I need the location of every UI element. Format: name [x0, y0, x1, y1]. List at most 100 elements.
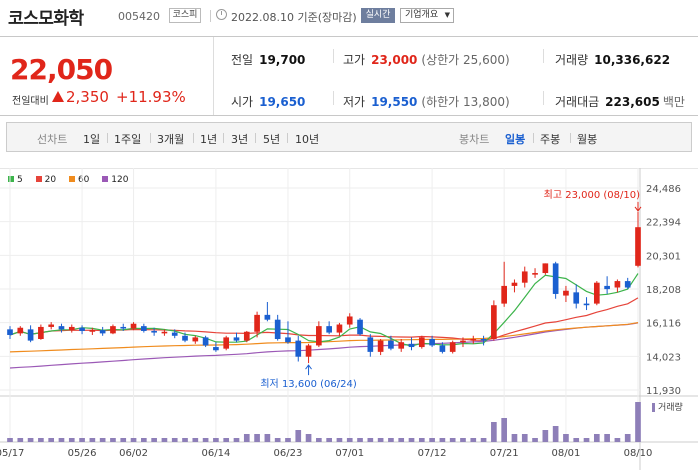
x-tick-label: 07/12 [418, 448, 447, 459]
x-tick-label: 05/17 [0, 448, 24, 459]
legend-ma20: 20 [35, 175, 56, 185]
candle-body [326, 326, 332, 333]
market-badge: 코스피 [169, 8, 201, 23]
stock-header: 코스모화학 005420 코스피 2022.08.10 기준(장마감) 실시간 … [0, 0, 698, 32]
legend-ma120: 120 [102, 175, 128, 185]
period-10y[interactable]: 10년 [295, 133, 320, 146]
volume-bar [99, 438, 106, 442]
y-tick-label: 20,301 [646, 251, 681, 262]
x-tick-label: 07/01 [335, 448, 364, 459]
candle-body [295, 340, 302, 357]
candle-body [418, 337, 425, 348]
volume-bar [624, 434, 631, 442]
volume-bar [377, 438, 384, 442]
x-tick-label: 07/21 [490, 448, 519, 459]
volume-label: 거래량 [658, 401, 683, 413]
candle-chart-label[interactable]: 봉차트 [459, 133, 490, 146]
candle-body [151, 330, 157, 333]
candle-body [336, 324, 343, 333]
change-percent: +11.93% [116, 88, 186, 106]
candle-body [604, 285, 610, 290]
candle-body [120, 326, 127, 329]
volume-bar [614, 438, 621, 442]
candle-body [532, 273, 538, 275]
volume-bar [7, 438, 13, 442]
candle-body [614, 281, 621, 288]
volume-bar [285, 438, 291, 442]
ma120-line [9, 322, 639, 369]
volume-bar [79, 438, 85, 442]
legend-ma60: 60 [68, 175, 89, 185]
volume-bar [346, 438, 353, 442]
volume-bar [449, 438, 456, 442]
min-annotation: 최저 13,600 (06/24) [260, 378, 356, 390]
candle-daily[interactable]: 일봉 [505, 133, 526, 146]
candle-body [17, 327, 24, 334]
realtime-button[interactable]: 실시간 [361, 8, 395, 23]
chart-toolbar: 선차트 1일 1주일 3개월 1년 3년 5년 10년 봉차트 일봉 주봉 월봉 [6, 122, 692, 152]
candlestick-chart[interactable]: 24,486 22,394 20,301 18,208 16,116 14,023 11,9… [0, 168, 698, 470]
period-5y[interactable]: 5년 [263, 133, 281, 146]
volume-bar [17, 438, 24, 442]
volume-bar [27, 438, 34, 442]
period-3m[interactable]: 3개월 [157, 133, 185, 146]
candle-body [480, 339, 487, 341]
volume-bar [388, 438, 394, 442]
y-tick-label: 11,930 [646, 386, 681, 397]
x-tick-label: 06/02 [119, 448, 148, 459]
ma-legend: 5 20 60 120 [8, 175, 138, 185]
candle-body [254, 314, 260, 332]
candle-body [491, 305, 497, 340]
y-tick-label: 24,486 [646, 184, 681, 195]
candle-body [27, 329, 34, 341]
candle-body [274, 319, 281, 340]
volume-bar [439, 438, 446, 442]
candle-monthly[interactable]: 월봉 [577, 133, 598, 146]
candle-body [552, 263, 559, 294]
candle-body [501, 285, 507, 304]
candle-body [99, 330, 106, 334]
period-1d[interactable]: 1일 [83, 133, 101, 146]
company-name: 코스모화학 [8, 9, 84, 29]
candle-body [38, 326, 44, 340]
volume-bar [233, 438, 240, 442]
volume-bar [295, 430, 302, 442]
volume-bar [120, 438, 127, 442]
y-tick-label: 16,116 [646, 319, 681, 330]
x-tick-label: 08/10 [624, 448, 653, 459]
company-info-dropdown[interactable]: 기업개요 ▼ [400, 8, 454, 23]
quote-divider [213, 37, 214, 115]
line-chart-label[interactable]: 선차트 [37, 133, 68, 146]
candle-body [398, 342, 405, 349]
period-1y[interactable]: 1년 [200, 133, 218, 146]
candle-body [346, 316, 353, 325]
candle-body [316, 326, 322, 346]
legend-ma5: 5 [8, 175, 23, 185]
period-1w[interactable]: 1주일 [114, 133, 142, 146]
volume-bar [604, 434, 610, 442]
volume-bar [398, 438, 405, 442]
candle-body [48, 324, 55, 327]
period-3y[interactable]: 3년 [231, 133, 249, 146]
quote-panel: 22,050 전일대비 2,350 +11.93% 전일 19,700 고가 23,… [0, 36, 698, 116]
volume-bar [171, 438, 178, 442]
volume-bar [38, 438, 44, 442]
candle-body [357, 319, 363, 335]
candle-body [192, 337, 199, 342]
candle-body [202, 337, 209, 346]
volume-bar [151, 438, 157, 442]
volume-bar [460, 438, 466, 442]
volume-bar [480, 438, 487, 442]
chevron-down-icon: ▼ [444, 11, 450, 19]
candle-body [388, 340, 394, 349]
candle-body [460, 340, 466, 343]
candle-body [583, 303, 590, 306]
candle-body [511, 282, 518, 286]
high-price: 고가 23,000 (상한가 25,600) [343, 53, 510, 67]
volume: 거래량 10,336,622 [555, 53, 671, 67]
candle-body [141, 326, 147, 331]
candle-body [470, 339, 477, 341]
candle-body [285, 337, 291, 343]
candle-weekly[interactable]: 주봉 [540, 133, 561, 146]
min-arrow-head [305, 364, 312, 370]
